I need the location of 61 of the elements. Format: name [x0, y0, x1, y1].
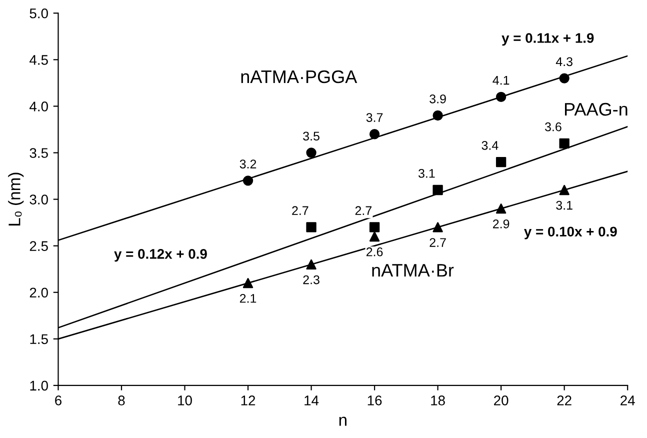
data-label: 2.3 [303, 275, 320, 284]
point [369, 129, 380, 140]
point [306, 148, 316, 158]
point [559, 138, 570, 149]
point [559, 73, 570, 84]
point [432, 184, 443, 196]
point [242, 176, 254, 186]
x-tick-label: 12 [241, 396, 256, 406]
point [496, 92, 506, 102]
x-tick-label: 24 [620, 396, 635, 406]
y-tick-label: 2.5 [30, 241, 48, 251]
point [369, 222, 380, 232]
data-label: 4.3 [556, 57, 572, 66]
data-label: 3.6 [545, 122, 562, 132]
annotation: y = 0.11x + 1.9 [502, 33, 594, 46]
x-tick-label: 22 [557, 396, 572, 406]
point [242, 278, 254, 288]
data-label: 3.9 [430, 94, 446, 104]
point [432, 222, 443, 232]
data-label: 3.1 [418, 168, 435, 178]
x-tick-label: 16 [368, 396, 382, 406]
x-tick-label: 10 [178, 396, 192, 406]
y-tick-label: 5.0 [30, 8, 48, 18]
series-label: PAAG-n [564, 102, 628, 116]
series-label: nATMA·Br [372, 264, 454, 277]
y-tick-label: 4.0 [30, 102, 48, 112]
annotation: y = 0.10x + 0.9 [524, 226, 617, 240]
data-label: 2.9 [493, 219, 510, 228]
point [369, 231, 380, 242]
y-tick-label: 1.0 [30, 380, 48, 391]
y-tick-label: 3.0 [30, 194, 48, 204]
data-label: 4.1 [492, 76, 510, 85]
x-tick-label: 14 [304, 396, 319, 406]
y-tick-label: 4.5 [30, 55, 48, 65]
y-tick-label: 3.5 [30, 148, 48, 158]
data-label: 2.6 [366, 247, 383, 256]
y-tick-label: 1.5 [30, 334, 48, 344]
y-tick-label: 2.0 [30, 288, 48, 298]
x-tick-label: 6 [55, 396, 62, 406]
data-label: 2.7 [355, 206, 372, 215]
data-label: 3.7 [366, 113, 383, 122]
point [306, 222, 316, 232]
point [432, 110, 443, 121]
x-tick-label: 8 [118, 396, 125, 406]
data-label: 3.5 [303, 132, 320, 141]
data-label: 2.7 [430, 238, 446, 247]
data-label: 3.2 [240, 160, 256, 168]
point [496, 156, 506, 168]
data-label: 3.1 [556, 200, 572, 210]
point [496, 204, 506, 214]
data-label: 3.4 [482, 141, 498, 150]
x-axis-title: n [339, 416, 346, 426]
point [306, 259, 316, 270]
x-tick-label: 20 [494, 396, 508, 406]
point [559, 184, 570, 196]
text: nATMA·PGGA [241, 70, 358, 84]
data-label: 2.7 [292, 206, 308, 215]
y-axis-title: L₀ (nm) [8, 172, 24, 226]
annotation: y = 0.12x + 0.9 [114, 249, 207, 262]
data-label: 2.1 [240, 294, 256, 303]
x-tick-label: 18 [431, 396, 445, 406]
